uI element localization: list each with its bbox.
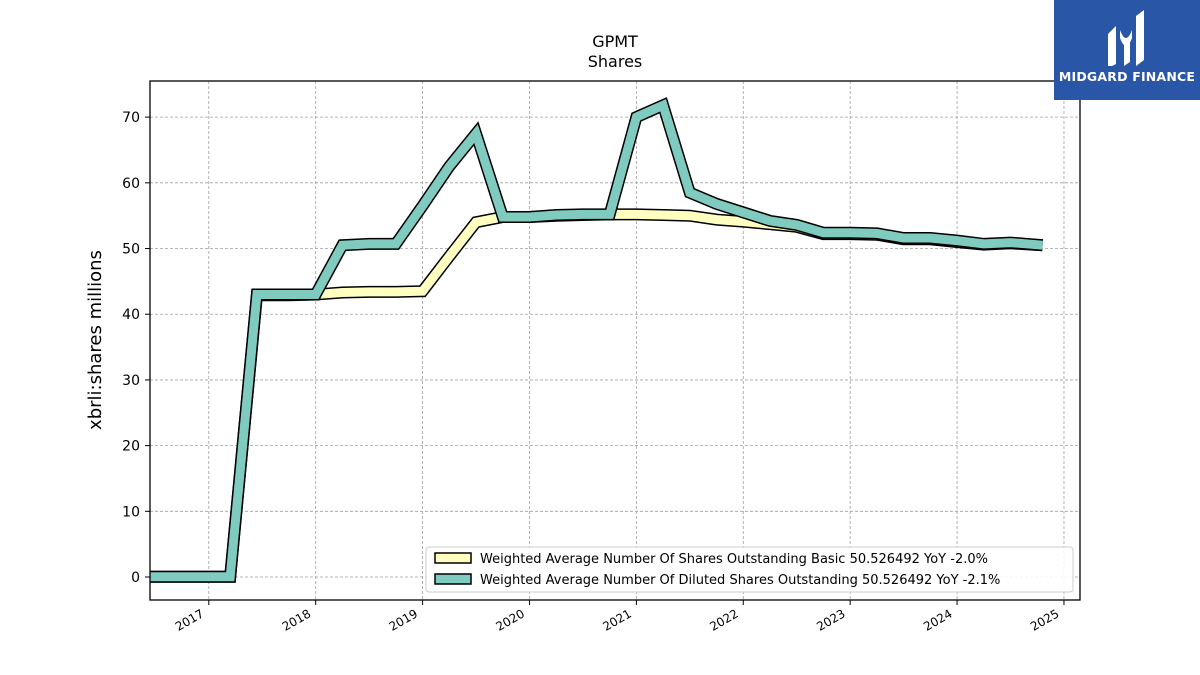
midgard-finance-logo: MIDGARD FINANCE [1054,0,1200,100]
chart-subtitle: Shares [588,52,643,71]
legend: Weighted Average Number Of Shares Outsta… [425,546,1074,593]
y-tick-label: 50 [122,242,140,258]
legend-label-basic: Weighted Average Number Of Shares Outsta… [480,552,988,567]
legend-label-diluted: Weighted Average Number Of Diluted Share… [480,573,1000,588]
midgard-logo-icon [1108,10,1144,66]
y-tick-label: 20 [122,439,140,455]
legend-swatch-basic [434,552,472,564]
legend-frame [425,546,1074,593]
y-tick-label: 0 [131,570,140,586]
series-line-1 [150,99,1043,582]
y-axis-label: xbrli:shares millions [85,250,106,430]
y-tick-label: 10 [122,504,140,520]
y-tick-label: 60 [122,176,140,192]
y-axis: 0 10 20 30 40 50 60 70 [122,110,150,586]
y-tick-label: 40 [122,307,140,323]
series-layer [150,97,1044,583]
chart-title: GPMT [592,32,638,51]
grid-lines [150,81,1080,600]
y-tick-label: 30 [122,373,140,389]
legend-swatch-diluted [434,573,472,585]
logo-text: MIDGARD FINANCE [1058,69,1196,84]
y-tick-label: 70 [122,110,140,126]
plot-frame [149,80,1081,601]
